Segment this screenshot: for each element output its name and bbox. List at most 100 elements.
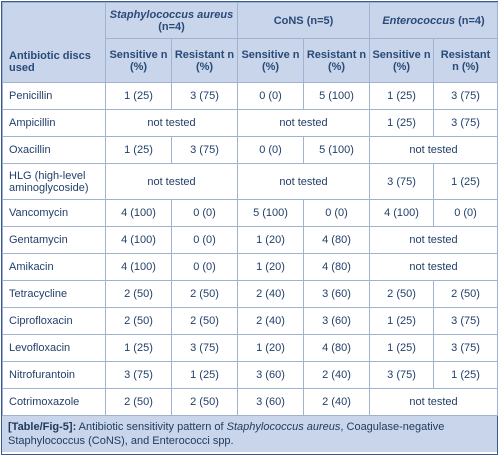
antibiotic-name: Nitrofurantoin: [2, 361, 106, 389]
antibiotic-table: Antibiotic discs used Staphylococcus aur…: [2, 2, 499, 416]
table-cell: not tested: [236, 109, 371, 137]
table-cell: 0 (0): [171, 199, 238, 227]
table-cell: not tested: [236, 163, 371, 200]
table-caption: [Table/Fig-5]: Antibiotic sensitivity pa…: [2, 416, 497, 452]
table-cell: 2 (50): [171, 280, 238, 308]
table-cell: 4 (100): [105, 199, 172, 227]
table-cell: 1 (25): [433, 361, 499, 389]
table-row: Nitrofurantoin 3 (75) 1 (25) 3 (60) 2 (40) 3 …: [2, 361, 499, 389]
antibiotic-name: Levofloxacin: [2, 334, 106, 362]
table-cell: 3 (75): [171, 82, 238, 110]
table-cell: 1 (25): [105, 334, 172, 362]
table-cell: 1 (20): [237, 253, 304, 281]
table-cell: 3 (60): [237, 361, 304, 389]
antibiotic-name: Ampicillin: [2, 109, 106, 137]
table-cell: 2 (40): [302, 361, 371, 389]
table-cell: 3 (75): [433, 334, 499, 362]
table-cell: 3 (60): [302, 307, 371, 335]
antibiotic-name: HLG (high-level aminoglycoside): [2, 163, 106, 200]
resistant-header: Resistant n (%): [171, 38, 238, 83]
antibiotic-name: Cotrimoxazole: [2, 388, 106, 416]
table-cell: 1 (25): [369, 334, 435, 362]
table-cell: 4 (100): [105, 253, 172, 281]
resistant-header: Resistant n (%): [433, 38, 499, 83]
group-header-cons: CoNS (n=5): [236, 2, 371, 39]
table-cell: 0 (0): [171, 226, 238, 254]
table-row: Penicillin 1 (25) 3 (75) 0 (0) 5 (100) 1 (25)…: [2, 82, 499, 110]
table-cell: 4 (100): [369, 199, 435, 227]
table-row: HLG (high-level aminoglycoside) not teste…: [2, 163, 499, 200]
table-cell: 2 (50): [171, 388, 238, 416]
table-cell: not tested: [105, 109, 238, 137]
antibiotic-name: Gentamycin: [2, 226, 106, 254]
group-name: Staphylococcus aureus: [109, 8, 234, 21]
group-n: (n=4): [158, 20, 185, 33]
table-row: Oxacillin 1 (25) 3 (75) 0 (0) 5 (100) not tes…: [2, 136, 499, 164]
caption-text: Antibiotic sensitivity pattern of: [76, 421, 227, 433]
group-header-entero: Enterococcus (n=4): [369, 2, 499, 39]
table-cell: 3 (60): [237, 388, 304, 416]
table-cell: 2 (50): [105, 307, 172, 335]
table-cell: 3 (75): [171, 136, 238, 164]
table-cell: not tested: [369, 388, 499, 416]
table-cell: 0 (0): [237, 82, 304, 110]
table-cell: 0 (0): [302, 199, 371, 227]
table-cell: 5 (100): [302, 136, 371, 164]
table-cell: 3 (75): [433, 109, 499, 137]
table-cell: 5 (100): [302, 82, 371, 110]
resistant-header: Resistant n (%): [302, 38, 371, 83]
group-n: (n=4): [458, 14, 485, 27]
caption-italic: Staphylococcus aureus: [226, 421, 341, 433]
table-cell: not tested: [369, 136, 499, 164]
table-cell: 1 (25): [369, 109, 435, 137]
table-cell: 1 (25): [369, 307, 435, 335]
table-row: Tetracycline 2 (50) 2 (50) 2 (40) 3 (60) 2 (5…: [2, 280, 499, 308]
table-cell: 4 (80): [302, 226, 371, 254]
caption-label: [Table/Fig-5]:: [8, 421, 77, 433]
table-cell: 4 (80): [302, 253, 371, 281]
table-row: Cotrimoxazole 2 (50) 2 (50) 3 (60) 2 (40) not…: [2, 388, 499, 416]
table-cell: 3 (75): [433, 82, 499, 110]
table-cell: 4 (80): [302, 334, 371, 362]
table-cell: not tested: [105, 163, 238, 200]
table-cell: 3 (75): [369, 361, 435, 389]
table-cell: 2 (40): [302, 388, 371, 416]
sensitive-header: Sensitive n (%): [237, 38, 304, 83]
table-row: Vancomycin 4 (100) 0 (0) 5 (100) 0 (0) 4 (100…: [2, 199, 499, 227]
table-cell: 3 (75): [105, 361, 172, 389]
sensitive-header: Sensitive n (%): [369, 38, 435, 83]
table-cell: 1 (25): [105, 136, 172, 164]
table-cell: 2 (50): [171, 307, 238, 335]
table-cell: 1 (25): [369, 82, 435, 110]
antibiotic-name: Vancomycin: [2, 199, 106, 227]
caption-text-end: , Coagulase-negative Staphylococcus (CoN…: [8, 421, 445, 447]
group-n: (n=5): [306, 14, 334, 27]
antibiotic-column-header: Antibiotic discs used: [2, 2, 106, 83]
table-row: Amikacin 4 (100) 0 (0) 1 (20) 4 (80) not test…: [2, 253, 499, 281]
antibiotic-name: Tetracycline: [2, 280, 106, 308]
antibiotic-name: Ciprofloxacin: [2, 307, 106, 335]
table-cell: 2 (50): [105, 388, 172, 416]
table-body: Penicillin 1 (25) 3 (75) 0 (0) 5 (100) 1 (25)…: [2, 82, 499, 416]
antibiotic-name: Amikacin: [2, 253, 106, 281]
table-cell: 3 (75): [369, 163, 435, 200]
table-cell: 1 (25): [105, 82, 172, 110]
table-row: Levofloxacin 1 (25) 3 (75) 1 (20) 4 (80) 1 (2…: [2, 334, 499, 362]
table-cell: 4 (100): [105, 226, 172, 254]
table-cell: 0 (0): [433, 199, 499, 227]
table-cell: 0 (0): [237, 136, 304, 164]
table-cell: 5 (100): [237, 199, 304, 227]
table-cell: 3 (75): [433, 307, 499, 335]
table-row: Ciprofloxacin 2 (50) 2 (50) 2 (40) 3 (60) 1 (…: [2, 307, 499, 335]
table-cell: 1 (20): [237, 226, 304, 254]
table-cell: 2 (50): [369, 280, 435, 308]
group-name: Enterococcus: [382, 14, 456, 27]
group-name: CoNS: [273, 14, 304, 27]
sensitive-header: Sensitive n (%): [105, 38, 172, 83]
table-cell: 1 (25): [171, 361, 238, 389]
table-cell: 2 (40): [237, 307, 304, 335]
antibiotic-name: Oxacillin: [2, 136, 106, 164]
table-cell: not tested: [369, 226, 499, 254]
table-cell: 0 (0): [171, 253, 238, 281]
